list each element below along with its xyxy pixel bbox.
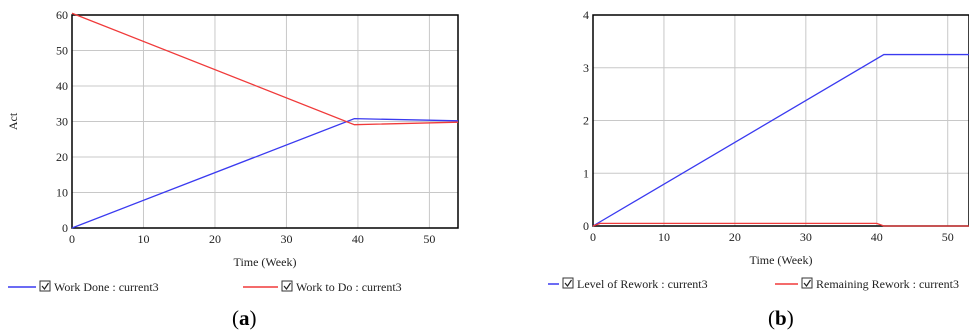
series-line-1 <box>592 53 969 227</box>
legend-label-1: Level of Rework : current3 <box>577 277 708 291</box>
legend-checkbox-icon <box>562 277 574 289</box>
caption-open-paren: ( <box>232 306 239 330</box>
x-axis-title: Time (Week) <box>750 253 813 267</box>
y-tick-label: 0 <box>62 221 68 235</box>
check-mark-icon <box>283 282 291 291</box>
y-tick-label: 60 <box>56 8 68 22</box>
x-tick-label: 50 <box>942 230 954 244</box>
x-axis-title: Time (Week) <box>234 255 297 269</box>
x-tick-label: 50 <box>423 232 435 246</box>
y-axis-title: Act <box>6 112 20 130</box>
x-tick-label: 10 <box>137 232 149 246</box>
y-tick-label: 50 <box>56 44 68 58</box>
y-tick-label: 40 <box>56 79 68 93</box>
check-mark-icon <box>564 279 572 288</box>
y-tick-label: 3 <box>583 61 589 75</box>
x-tick-label: 20 <box>729 230 741 244</box>
legend-label-2: Remaining Rework : current3 <box>816 277 959 291</box>
caption-letter: a <box>239 306 250 330</box>
x-tick-label: 10 <box>658 230 670 244</box>
legend-checkbox-icon <box>801 277 813 289</box>
legend-label-2: Work to Do : current3 <box>296 280 402 294</box>
y-tick-label: 20 <box>56 150 68 164</box>
caption-close-paren: ) <box>250 306 257 330</box>
chart-a: 0 10 20 30 40 50 0 10 20 30 40 50 60 Time (Week) Act Wo… <box>6 8 459 330</box>
y-tick-label: 4 <box>583 8 589 22</box>
plot-frame <box>592 14 969 227</box>
x-tick-label: 40 <box>871 230 883 244</box>
legend-checkbox-icon <box>281 280 293 292</box>
caption-open-paren: ( <box>768 306 775 330</box>
x-tick-label: 0 <box>590 230 596 244</box>
series-line-2 <box>71 12 459 126</box>
series-line-1 <box>71 118 459 229</box>
legend-label-1: Work Done : current3 <box>54 280 159 294</box>
series-line-2 <box>592 222 969 227</box>
x-tick-label: 30 <box>280 232 292 246</box>
caption-letter: b <box>775 306 787 330</box>
y-tick-label: 30 <box>56 115 68 129</box>
legend-checkbox-icon <box>39 280 51 292</box>
y-tick-label: 0 <box>583 219 589 233</box>
chart-b: 0 10 20 30 40 50 0 1 2 3 4 Time (Week) Level of Rewo… <box>548 8 969 330</box>
check-mark-icon <box>803 279 811 288</box>
panel-caption: (b) <box>768 306 794 330</box>
check-mark-icon <box>41 282 49 291</box>
y-tick-label: 2 <box>583 114 589 128</box>
y-tick-label: 1 <box>583 166 589 180</box>
caption-close-paren: ) <box>787 306 794 330</box>
x-tick-label: 20 <box>209 232 221 246</box>
x-tick-label: 30 <box>800 230 812 244</box>
x-tick-label: 0 <box>69 232 75 246</box>
x-tick-label: 40 <box>352 232 364 246</box>
plot-frame <box>71 14 459 229</box>
y-tick-label: 10 <box>56 186 68 200</box>
panel-caption: (a) <box>232 306 257 330</box>
